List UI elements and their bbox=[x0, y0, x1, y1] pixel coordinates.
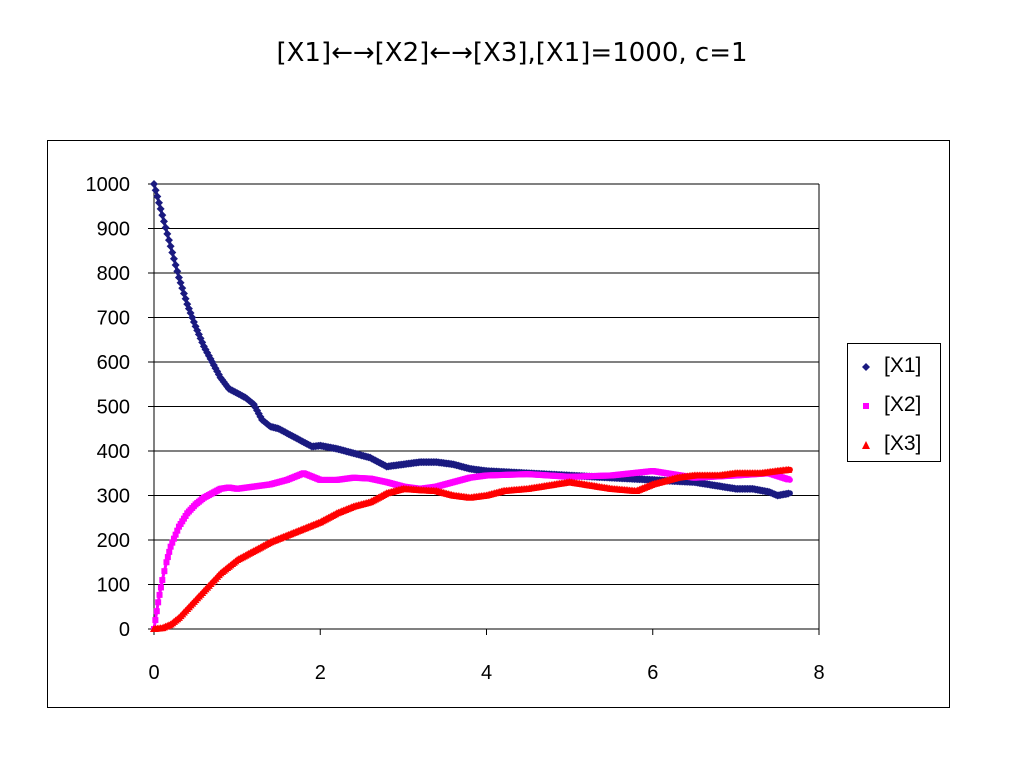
x-tick-label: 4 bbox=[481, 662, 492, 684]
y-tick-label: 500 bbox=[97, 397, 130, 419]
y-tick-label: 700 bbox=[97, 308, 130, 330]
legend-label: [X1] bbox=[884, 354, 922, 377]
data-point bbox=[170, 535, 177, 542]
data-point bbox=[158, 211, 167, 220]
data-point bbox=[786, 466, 793, 473]
data-point bbox=[166, 548, 173, 555]
legend-item-x2: [X2] bbox=[848, 391, 940, 421]
y-tick-label: 0 bbox=[119, 619, 130, 641]
data-point bbox=[163, 559, 170, 566]
data-point bbox=[786, 476, 793, 483]
data-point bbox=[214, 370, 223, 379]
data-point bbox=[156, 204, 165, 213]
data-point bbox=[152, 617, 159, 624]
y-tick-label: 200 bbox=[97, 530, 130, 552]
data-point bbox=[159, 577, 166, 584]
data-point bbox=[168, 248, 177, 257]
x-tick-label: 2 bbox=[315, 662, 326, 684]
x-tick-label: 8 bbox=[813, 662, 824, 684]
y-tick-label: 100 bbox=[97, 575, 130, 597]
data-point bbox=[154, 198, 163, 207]
data-point bbox=[174, 273, 183, 282]
data-point bbox=[164, 236, 173, 245]
data-point bbox=[157, 584, 164, 591]
data-point bbox=[155, 599, 162, 606]
series-1 bbox=[150, 180, 793, 500]
chart-title: [X1]←→[X2]←→[X3],[X1]=1000, c=1 bbox=[276, 38, 748, 68]
x-tick-label: 0 bbox=[148, 662, 159, 684]
chart-plot: 0 100 200 300 400 500 600 700 800 900 1000 0 2 4 6 8 bbox=[86, 174, 825, 684]
data-point bbox=[166, 242, 175, 251]
series-layer bbox=[150, 180, 793, 632]
x-tick-label: 6 bbox=[647, 662, 658, 684]
y-tick-label: 600 bbox=[97, 352, 130, 374]
series-2 bbox=[151, 468, 793, 632]
gridlines bbox=[154, 183, 819, 630]
data-point bbox=[151, 186, 160, 195]
y-tick-label: 1000 bbox=[86, 174, 131, 196]
data-point bbox=[206, 354, 215, 363]
data-point bbox=[786, 490, 793, 497]
series-line bbox=[152, 183, 791, 497]
data-point bbox=[169, 254, 178, 263]
data-point bbox=[173, 267, 182, 276]
data-point bbox=[153, 192, 162, 201]
data-point bbox=[172, 531, 179, 538]
y-tick-label: 900 bbox=[97, 219, 130, 241]
legend-label: [X3] bbox=[884, 432, 922, 455]
axes bbox=[148, 183, 820, 635]
data-point bbox=[161, 568, 168, 575]
data-point bbox=[204, 351, 213, 360]
diamond-marker-icon bbox=[862, 363, 870, 371]
legend-item-x3: [X3] bbox=[848, 430, 940, 460]
square-marker-icon bbox=[863, 403, 869, 409]
chart-area: 0 100 200 300 400 500 600 700 800 900 1000 0 2 4 6 8 bbox=[47, 140, 950, 708]
data-point bbox=[164, 554, 171, 561]
data-point bbox=[163, 229, 172, 238]
legend-label: [X2] bbox=[884, 393, 922, 416]
data-point bbox=[167, 543, 174, 550]
legend: [X1] [X2] [X3] bbox=[847, 343, 941, 462]
data-point bbox=[150, 180, 158, 188]
series-3 bbox=[150, 465, 793, 632]
data-point bbox=[153, 608, 160, 615]
data-point bbox=[159, 217, 168, 226]
data-point bbox=[156, 591, 163, 598]
y-tick-label: 300 bbox=[97, 486, 130, 508]
y-tick-label: 400 bbox=[97, 441, 130, 463]
series-line bbox=[153, 468, 791, 631]
legend-item-x1: [X1] bbox=[848, 352, 940, 382]
data-point bbox=[253, 406, 262, 415]
y-tick-label: 800 bbox=[97, 263, 130, 285]
data-point bbox=[189, 317, 198, 326]
data-point bbox=[169, 539, 176, 546]
data-point bbox=[171, 260, 180, 269]
data-point bbox=[161, 223, 170, 232]
tick-labels: 0 100 200 300 400 500 600 700 800 900 1000 0 2 4 6 8 bbox=[86, 174, 825, 684]
data-point bbox=[174, 527, 181, 534]
triangle-marker-icon bbox=[862, 441, 870, 449]
